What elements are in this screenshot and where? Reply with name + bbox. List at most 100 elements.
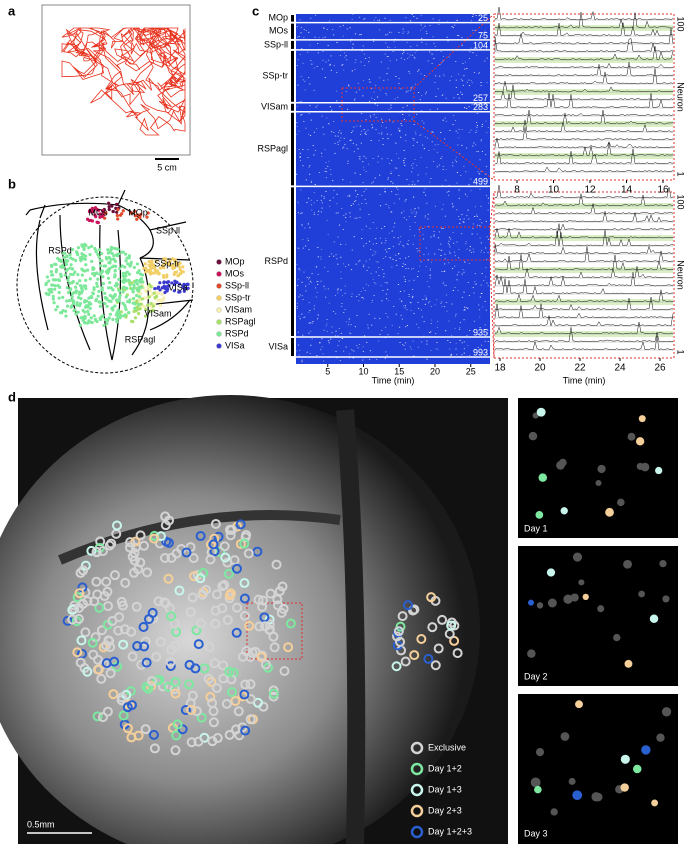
legend-label: SSp-ll (225, 280, 249, 290)
activity-speck (408, 110, 410, 112)
activity-speck (317, 314, 319, 316)
neuron-dot (128, 283, 132, 287)
activity-speck (467, 345, 469, 347)
activity-speck (466, 335, 468, 336)
activity-speck (452, 27, 454, 29)
activity-speck (434, 304, 436, 306)
activity-speck (366, 341, 368, 343)
cell-ring (117, 600, 128, 611)
activity-speck (398, 32, 400, 33)
neuron-dot (90, 320, 94, 325)
activity-speck (414, 208, 416, 210)
activity-speck (398, 174, 400, 176)
activity-speck (473, 142, 475, 144)
activity-speck (379, 194, 381, 196)
cell-ring (105, 668, 116, 679)
activity-speck (448, 236, 451, 238)
activity-speck (426, 340, 428, 342)
cell-ring (269, 642, 280, 653)
activity-speck (460, 175, 462, 176)
activity-speck (331, 326, 333, 328)
activity-speck (313, 89, 315, 91)
neuron-dot (66, 278, 70, 283)
activity-speck (402, 344, 404, 346)
activity-speck (400, 88, 402, 90)
activity-speck (397, 237, 399, 239)
activity-speck (410, 348, 412, 350)
activity-speck (479, 296, 481, 298)
neuron-dot (145, 268, 149, 273)
region-bar (291, 40, 294, 49)
activity-speck (442, 55, 445, 57)
cell-ring (174, 585, 185, 596)
activity-speck (337, 141, 339, 143)
activity-speck (342, 147, 344, 149)
activity-speck (443, 271, 446, 273)
activity-speck (374, 317, 376, 319)
activity-speck (459, 218, 462, 220)
activity-speck (436, 108, 439, 110)
neuron-dot (143, 314, 148, 318)
activity-speck (298, 315, 300, 317)
neuron-dot (116, 217, 120, 221)
neuron-dot (100, 252, 104, 256)
activity-speck (328, 59, 330, 61)
activity-speck (316, 247, 319, 248)
cell-ring (130, 536, 141, 547)
activity-speck (375, 271, 377, 273)
cell-ring (210, 618, 221, 629)
activity-speck (336, 258, 338, 260)
activity-speck (444, 270, 446, 272)
activity-speck (463, 341, 465, 343)
x-tick-label: 14 (621, 185, 633, 196)
activity-speck (436, 151, 438, 153)
neuron-dot (53, 284, 57, 288)
activity-speck (425, 173, 427, 175)
cell-blob (572, 790, 583, 801)
vessel (336, 409, 366, 845)
activity-speck (402, 107, 404, 108)
activity-speck (328, 20, 331, 22)
cell-ring (191, 706, 202, 717)
activity-speck (298, 36, 300, 37)
activity-speck (373, 282, 376, 284)
activity-speck (351, 38, 353, 40)
neuron-dot (56, 256, 60, 260)
cell-blob (623, 559, 632, 569)
activity-speck (353, 350, 355, 352)
activity-speck (472, 287, 474, 289)
neuron-dot (110, 251, 114, 256)
activity-speck (302, 299, 304, 300)
activity-speck (466, 248, 468, 250)
activity-speck (472, 223, 475, 225)
cell-ring (199, 663, 210, 674)
activity-speck (410, 209, 412, 211)
neuron-dot (118, 316, 122, 320)
activity-speck (384, 249, 387, 251)
activity-speck (443, 73, 445, 75)
cell-ring (98, 642, 109, 653)
neuron-dot (121, 209, 125, 213)
activity-speck (358, 204, 360, 206)
activity-speck (420, 110, 423, 112)
cell-ring (91, 576, 102, 587)
activity-speck (387, 56, 390, 58)
neuron-dot (61, 295, 65, 299)
activity-speck (308, 77, 310, 79)
activity-speck (456, 354, 458, 356)
activity-speck (314, 287, 317, 289)
activity-speck (412, 181, 414, 183)
activity-speck (352, 43, 354, 45)
activity-speck (368, 240, 371, 242)
cell-ring (143, 683, 154, 694)
neuron-dot (115, 318, 119, 322)
activity-speck (384, 53, 386, 55)
activity-speck (441, 208, 443, 210)
cell-ring (120, 577, 131, 588)
cell-blob (560, 507, 568, 515)
activity-speck (463, 309, 465, 311)
cell-blob (527, 599, 535, 606)
activity-speck (431, 53, 433, 55)
activity-speck (452, 206, 454, 208)
neuron-dot (77, 290, 81, 294)
